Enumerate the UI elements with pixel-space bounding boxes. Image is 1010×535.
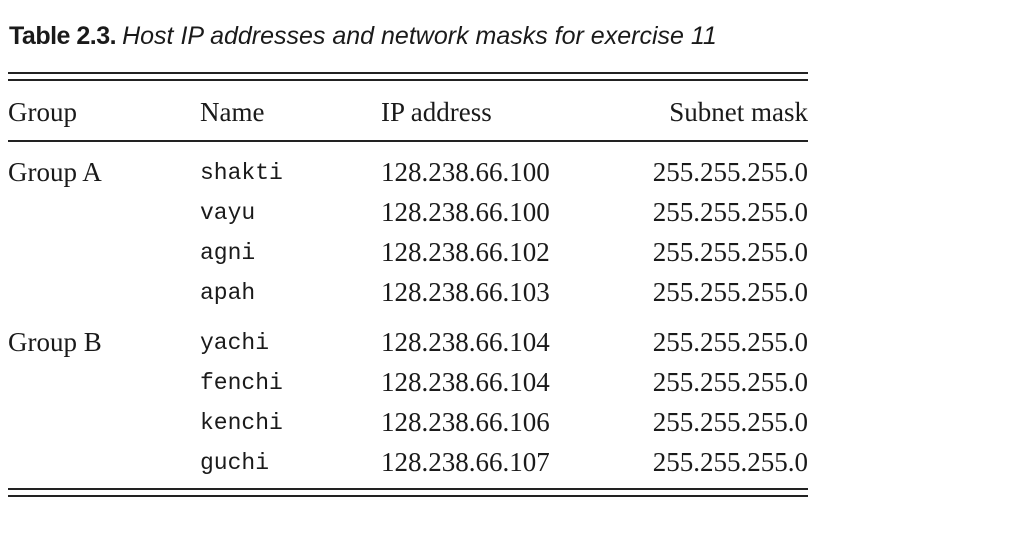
ip-address: 128.238.66.100 [381,197,550,227]
host-name: agni [200,240,256,266]
table-bottom-rule-2 [8,495,808,497]
ip-address: 128.238.66.102 [381,237,550,267]
subnet-mask: 255.255.255.0 [652,237,808,267]
table-caption-title: Host IP addresses and network masks for … [122,22,717,50]
subnet-mask: 255.255.255.0 [652,277,808,307]
table: Group Name IP address Subnet mask [8,0,808,535]
header-rule [8,140,808,142]
subnet-mask: 255.255.255.0 [652,367,808,397]
ip-address: 128.238.66.103 [381,277,550,307]
ip-address: 128.238.66.107 [381,447,550,477]
ip-address: 128.238.66.106 [381,407,550,437]
header-ip-address: IP address [381,97,492,127]
host-name: yachi [200,330,270,356]
subnet-mask: 255.255.255.0 [652,157,808,187]
host-name: shakti [200,160,283,186]
table-bottom-rule-1 [8,488,808,490]
ip-address: 128.238.66.104 [381,367,550,397]
host-name: kenchi [200,410,283,436]
header-name: Name [200,97,265,127]
table-top-rule-2 [8,79,808,81]
table-top-rule-1 [8,72,808,74]
ip-address: 128.238.66.100 [381,157,550,187]
table-caption-label: Table 2.3. [9,22,117,50]
subnet-mask: 255.255.255.0 [652,407,808,437]
host-name: apah [200,280,256,306]
header-subnet-mask: Subnet mask [669,97,808,127]
table-body: Group A shakti 128.238.66.100 255.255.255.0… [8,0,808,535]
table-caption: Table 2.3. Host IP addresses and network … [9,20,717,52]
subnet-mask: 255.255.255.0 [652,447,808,477]
ip-address: 128.238.66.104 [381,327,550,357]
host-name: vayu [200,200,256,226]
host-name: fenchi [200,370,283,396]
subnet-mask: 255.255.255.0 [652,197,808,227]
host-name: guchi [200,450,270,476]
group-label: Group B [8,327,102,357]
subnet-mask: 255.255.255.0 [652,327,808,357]
header-group: Group [8,97,77,127]
group-label: Group A [8,157,102,187]
